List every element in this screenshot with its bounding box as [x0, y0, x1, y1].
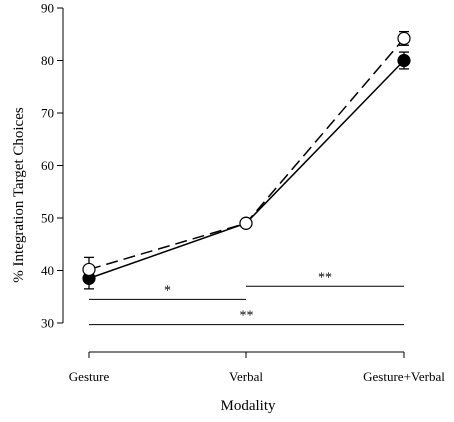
x-tick-label: Gesture+Verbal [363, 369, 445, 384]
significance-label: * [164, 283, 171, 298]
y-tick-label: 70 [41, 106, 54, 121]
y-tick-label: 40 [41, 263, 54, 278]
x-axis: Gesture Verbal Gesture+Verbal [69, 351, 445, 384]
y-ticks: 30 40 50 60 70 80 90 [41, 1, 63, 331]
x-axis-title: Modality [221, 398, 276, 414]
x-tick-label: Verbal [229, 369, 263, 384]
y-tick-label: 60 [41, 158, 54, 173]
significance-label: ** [318, 270, 332, 285]
data-point-filled [397, 53, 411, 68]
x-tick-label: Gesture [69, 369, 110, 384]
data-point-open [397, 31, 411, 46]
y-tick-label: 90 [41, 1, 54, 16]
data-point-open [239, 216, 253, 230]
y-tick-label: 30 [41, 316, 54, 331]
y-tick-label: 80 [41, 53, 54, 68]
x-ticks: Gesture Verbal Gesture+Verbal [69, 352, 445, 384]
data-point-open [82, 262, 96, 277]
y-tick-label: 50 [41, 211, 54, 226]
significance-brackets: ***** [89, 270, 404, 326]
y-axis: 30 40 50 60 70 80 90 [41, 1, 64, 331]
y-axis-title: % Integration Target Choices [11, 107, 27, 283]
series-line [88, 37, 405, 271]
series-group [82, 30, 411, 290]
significance-label: ** [240, 309, 254, 324]
